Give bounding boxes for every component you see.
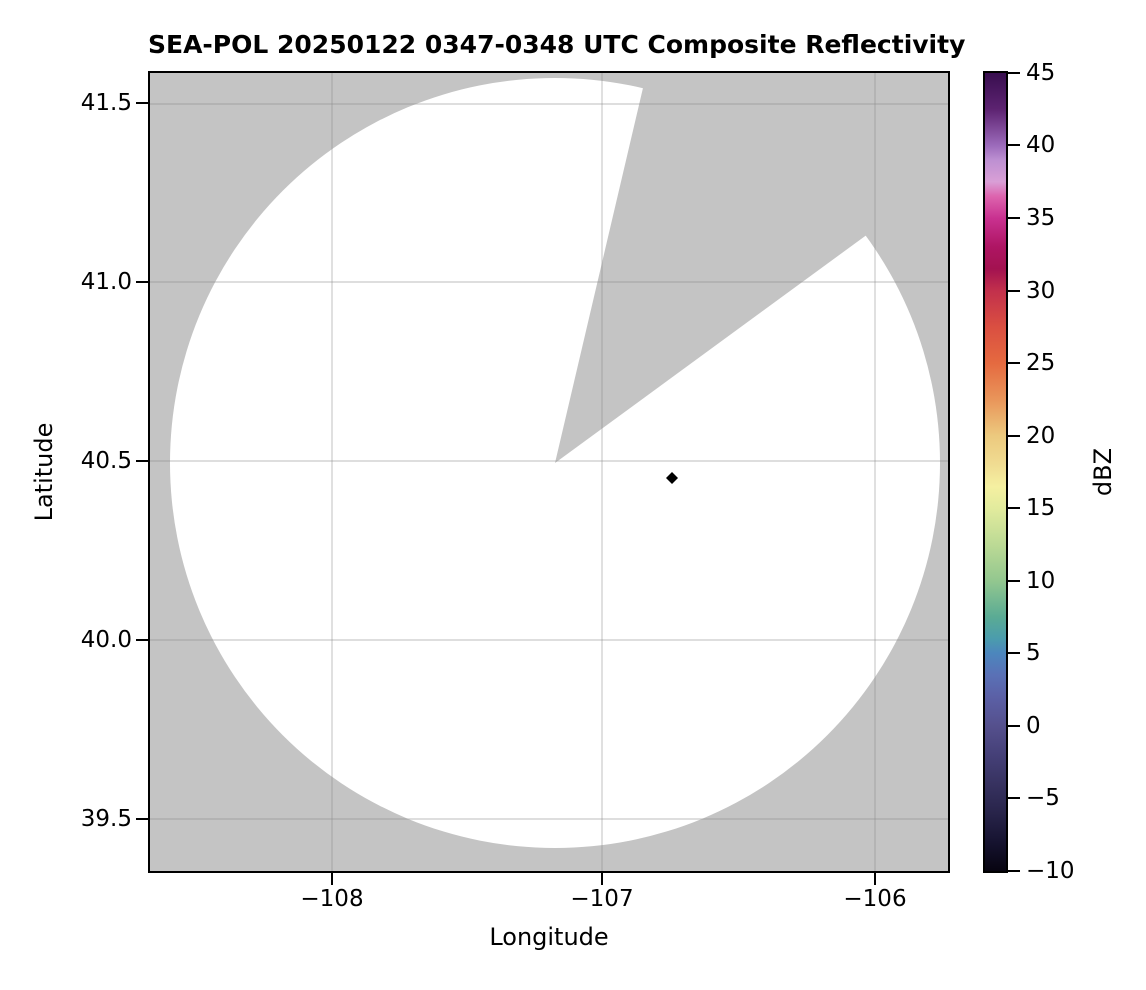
y-tick-label: 40.0 xyxy=(80,627,132,653)
x-tick-label: −107 xyxy=(570,886,634,912)
y-axis-label: Latitude xyxy=(30,422,58,522)
x-axis-label: Longitude xyxy=(489,923,609,951)
colorbar-tick-label: 40 xyxy=(1026,132,1056,158)
colorbar-tick-mark xyxy=(1008,435,1020,437)
y-tick-label: 41.0 xyxy=(80,269,132,295)
colorbar-tick-mark xyxy=(1008,507,1020,509)
colorbar-tick-mark xyxy=(1008,725,1020,727)
x-tick-label: −108 xyxy=(300,886,364,912)
y-tick-mark xyxy=(136,639,148,641)
y-tick-label: 40.5 xyxy=(80,448,132,474)
colorbar-tick-label: 25 xyxy=(1026,350,1056,376)
colorbar-tick-label: 15 xyxy=(1026,495,1056,521)
colorbar-tick-label: 45 xyxy=(1026,60,1056,86)
colorbar-tick-mark xyxy=(1008,870,1020,872)
y-tick-mark xyxy=(136,818,148,820)
colorbar-tick-mark xyxy=(1008,797,1020,799)
colorbar-tick-label: −10 xyxy=(1026,858,1075,884)
colorbar xyxy=(983,71,1008,873)
colorbar-tick-mark xyxy=(1008,144,1020,146)
x-tick-mark xyxy=(874,873,876,885)
x-tick-label: −106 xyxy=(843,886,907,912)
colorbar-tick-label: 10 xyxy=(1026,568,1056,594)
colorbar-axis-label: dBZ xyxy=(1089,447,1117,497)
colorbar-tick-label: 0 xyxy=(1026,713,1041,739)
colorbar-tick-label: 5 xyxy=(1026,640,1041,666)
colorbar-tick-mark xyxy=(1008,652,1020,654)
colorbar-gradient xyxy=(985,73,1006,871)
map-canvas xyxy=(150,73,948,871)
plot-title: SEA-POL 20250122 0347-0348 UTC Composite… xyxy=(148,30,966,59)
y-tick-mark xyxy=(136,281,148,283)
colorbar-tick-label: −5 xyxy=(1026,785,1060,811)
blocked-sector-wedge xyxy=(555,73,948,463)
colorbar-tick-label: 35 xyxy=(1026,205,1056,231)
colorbar-tick-mark xyxy=(1008,580,1020,582)
x-tick-mark xyxy=(331,873,333,885)
y-tick-label: 41.5 xyxy=(80,90,132,116)
colorbar-tick-label: 30 xyxy=(1026,278,1056,304)
y-tick-mark xyxy=(136,102,148,104)
colorbar-tick-mark xyxy=(1008,362,1020,364)
echo-marker-diamond xyxy=(666,472,678,484)
y-tick-label: 39.5 xyxy=(80,806,132,832)
y-tick-mark xyxy=(136,460,148,462)
x-tick-mark xyxy=(601,873,603,885)
colorbar-tick-mark xyxy=(1008,290,1020,292)
colorbar-tick-mark xyxy=(1008,72,1020,74)
gridlines xyxy=(150,73,948,871)
plot-area xyxy=(148,71,950,873)
colorbar-tick-mark xyxy=(1008,217,1020,219)
colorbar-tick-label: 20 xyxy=(1026,423,1056,449)
